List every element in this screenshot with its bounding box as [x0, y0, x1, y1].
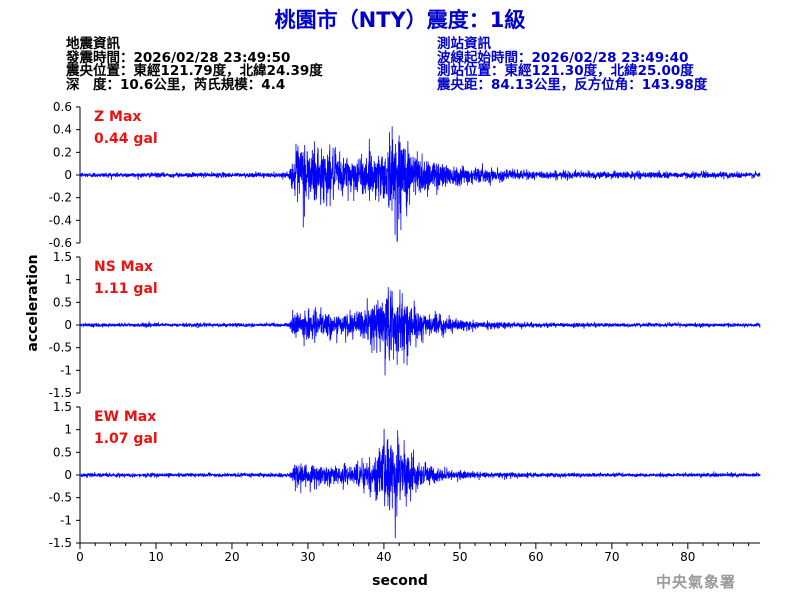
- x-tick-label: 80: [680, 550, 695, 564]
- quake-info-block: 地震資訊 發震時間：2026/02/28 23:49:50 震央位置：東經121…: [66, 36, 323, 93]
- depth-magnitude: 深 度：10.6公里，芮氏規模：4.4: [66, 76, 286, 93]
- panel-ns: 1.5 1 0.5 0 -0.5 -1 -1.5 NS Max 1.11 gal: [49, 250, 761, 400]
- y-tick-label: 0.6: [53, 100, 72, 114]
- max-label-z: Z Max: [94, 109, 141, 125]
- x-tick-label: 50: [452, 550, 467, 564]
- y-tick-label: 1: [64, 423, 72, 437]
- y-tick-label: -1.5: [49, 536, 72, 550]
- panel-z: 0.6 0.4 0.2 0 -0.2 -0.4 -0.6 Z Max 0.44 gal: [49, 100, 761, 250]
- trace-z: [79, 126, 761, 242]
- max-label-ns: NS Max: [94, 259, 153, 275]
- y-tick-label: 0: [64, 468, 72, 482]
- y-tick-label: 1.5: [53, 250, 72, 264]
- x-axis-label: second: [372, 573, 428, 589]
- distance-azimuth: 震央距：84.13公里，反方位角：143.98度: [437, 76, 708, 93]
- wave-start-time: 波線起始時間：2026/02/28 23:49:40: [437, 49, 689, 66]
- x-tick-label: 70: [604, 550, 619, 564]
- x-tick-label: 30: [300, 550, 315, 564]
- x-tick-label: 20: [224, 550, 239, 564]
- max-value-ns: 1.11 gal: [94, 281, 158, 297]
- y-tick-label: -0.5: [49, 491, 72, 505]
- y-tick-label: 1: [64, 273, 72, 287]
- y-tick-label: 0.2: [53, 145, 72, 159]
- y-tick-label: 0: [64, 168, 72, 182]
- x-tick-label: 40: [376, 550, 391, 564]
- quake-info-heading: 地震資訊: [66, 36, 120, 52]
- max-label-ew: EW Max: [94, 409, 156, 425]
- origin-time: 發震時間：2026/02/28 23:49:50: [66, 49, 291, 66]
- chart-title: 桃園市（NTY）震度：1級: [274, 8, 526, 32]
- max-value-ew: 1.07 gal: [94, 431, 158, 447]
- x-tick-label: 10: [148, 550, 163, 564]
- y-tick-label: -0.4: [49, 213, 72, 227]
- y-tick-label: -0.6: [49, 236, 72, 250]
- epicenter-location: 震央位置：東經121.79度，北緯24.39度: [66, 63, 323, 79]
- panel-ew: 1.5 1 0.5 0 -0.5 -1 -1.5 EW Max 1.07 gal: [49, 400, 761, 550]
- y-tick-label: -1.5: [49, 386, 72, 400]
- trace-ew: [79, 428, 761, 539]
- trace-ns: [79, 287, 761, 376]
- y-tick-label: -1: [60, 363, 72, 377]
- max-value-z: 0.44 gal: [94, 131, 158, 147]
- y-tick-label: 0: [64, 318, 72, 332]
- agency-credit: 中央氣象署: [656, 573, 737, 591]
- y-tick-label: -0.2: [49, 191, 72, 205]
- y-tick-label: -1: [60, 513, 72, 527]
- station-location: 測站位置：東經121.30度，北緯25.00度: [437, 63, 694, 79]
- station-info-block: 測站資訊 波線起始時間：2026/02/28 23:49:40 測站位置：東經1…: [437, 36, 708, 93]
- y-tick-label: 1.5: [53, 400, 72, 414]
- station-info-heading: 測站資訊: [437, 36, 491, 52]
- y-tick-label: 0.4: [53, 123, 72, 137]
- x-tick-label: 60: [528, 550, 543, 564]
- y-tick-label: -0.5: [49, 341, 72, 355]
- x-tick-label: 0: [76, 550, 84, 564]
- y-axis-label: acceleration: [25, 254, 41, 351]
- y-tick-label: 0.5: [53, 295, 72, 309]
- y-tick-label: 0.5: [53, 445, 72, 459]
